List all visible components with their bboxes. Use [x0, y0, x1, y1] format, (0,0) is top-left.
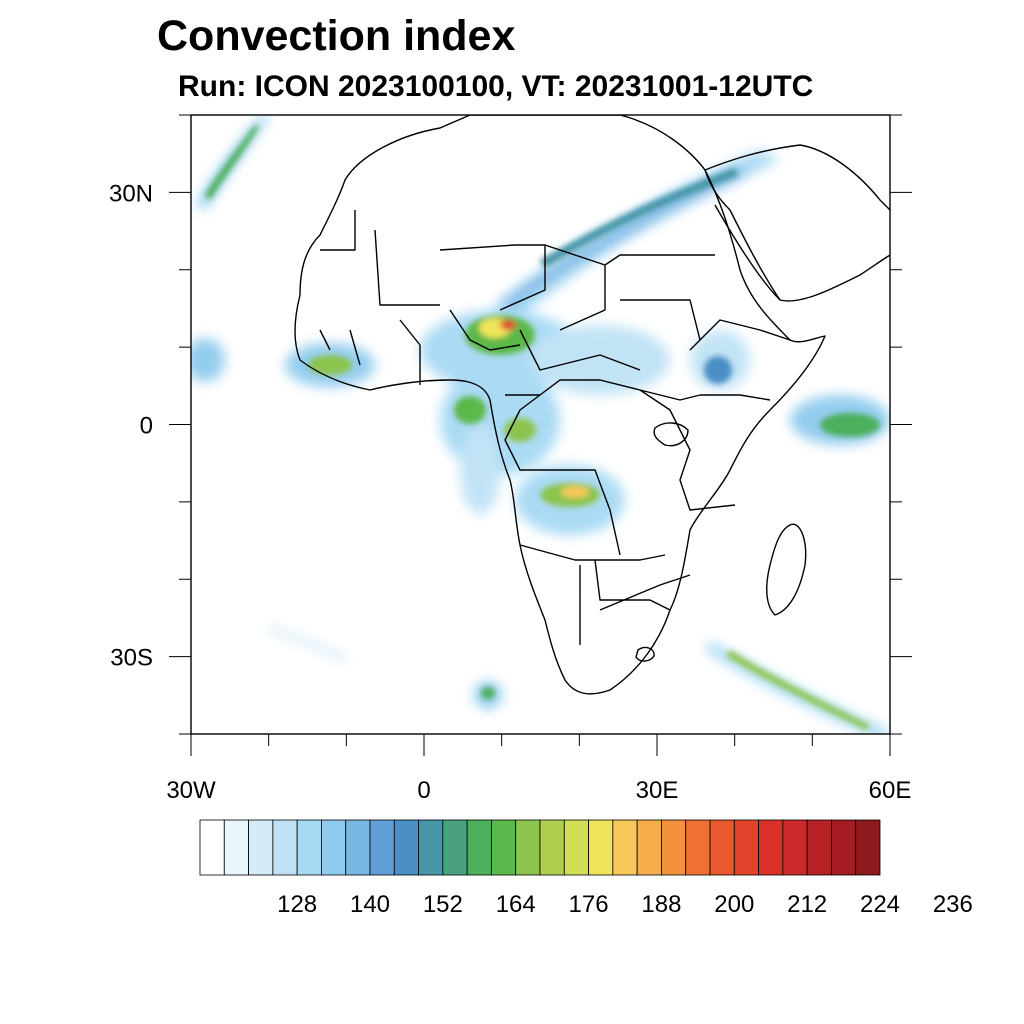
colorbar-swatch: [539, 819, 565, 876]
colorbar-swatch: [491, 819, 517, 876]
colorbar-swatch: [515, 819, 541, 876]
colorbar-swatch: [442, 819, 468, 876]
colorbar-swatch: [369, 819, 395, 876]
colorbar-swatch: [733, 819, 759, 876]
colorbar-swatch: [296, 819, 322, 876]
colorbar-swatch: [685, 819, 711, 876]
colorbar-swatch: [248, 819, 274, 876]
field-congo: [440, 365, 560, 475]
colorbar-swatch: [321, 819, 347, 876]
colorbar-swatch: [223, 819, 249, 876]
x-tick-label: 30W: [166, 777, 216, 804]
colorbar-label: 236: [933, 891, 973, 918]
colorbar-swatch: [831, 819, 857, 876]
field-south-atlantic-streak: [266, 625, 350, 662]
colorbar: 128 140 152 164 176 188 200 212 224 236: [199, 819, 973, 918]
colorbar-swatch: [636, 819, 662, 876]
colorbar-swatch: [272, 819, 298, 876]
colorbar-swatch: [758, 819, 784, 876]
colorbar-swatch: [563, 819, 589, 876]
colorbar-swatch: [466, 819, 492, 876]
convection-field: [191, 115, 890, 734]
x-tick-label: 30E: [636, 777, 679, 804]
field-sw-indian-band: [705, 640, 890, 734]
colorbar-swatch: [782, 819, 808, 876]
chart-subtitle: Run: ICON 2023100100, VT: 20231001-12UTC: [178, 70, 814, 103]
y-tick-label: 0: [140, 413, 153, 440]
colorbar-swatch: [418, 819, 444, 876]
colorbar-label: 152: [423, 891, 463, 918]
colorbar-label: 200: [714, 891, 754, 918]
y-tick-label: 30N: [109, 180, 153, 207]
colorbar-swatch: [393, 819, 419, 876]
colorbar-swatch: [345, 819, 371, 876]
x-tick-label: 0: [417, 777, 430, 804]
axis-ticks: 30W 0 30E 60E 30N 0 30S: [109, 114, 912, 804]
colorbar-swatch: [806, 819, 832, 876]
colorbar-swatch: [709, 819, 735, 876]
colorbar-swatch: [199, 819, 225, 876]
country-borders: [294, 115, 890, 695]
colorbar-swatch: [661, 819, 687, 876]
madagascar: [766, 523, 807, 616]
y-tick-label: 30S: [110, 645, 153, 672]
colorbar-swatch: [855, 819, 881, 876]
colorbar-label: 140: [350, 891, 390, 918]
colorbar-label: 128: [277, 891, 317, 918]
arabia-coastline: [704, 144, 890, 302]
colorbar-swatch: [612, 819, 638, 876]
colorbar-label: 188: [641, 891, 681, 918]
chart-title: Convection index: [157, 12, 516, 60]
x-tick-label: 60E: [869, 777, 912, 804]
colorbar-swatch: [588, 819, 614, 876]
colorbar-label: 176: [569, 891, 609, 918]
colorbar-label: 164: [496, 891, 536, 918]
colorbar-label: 224: [860, 891, 900, 918]
africa-coastline: [294, 115, 826, 695]
colorbar-label: 212: [787, 891, 827, 918]
